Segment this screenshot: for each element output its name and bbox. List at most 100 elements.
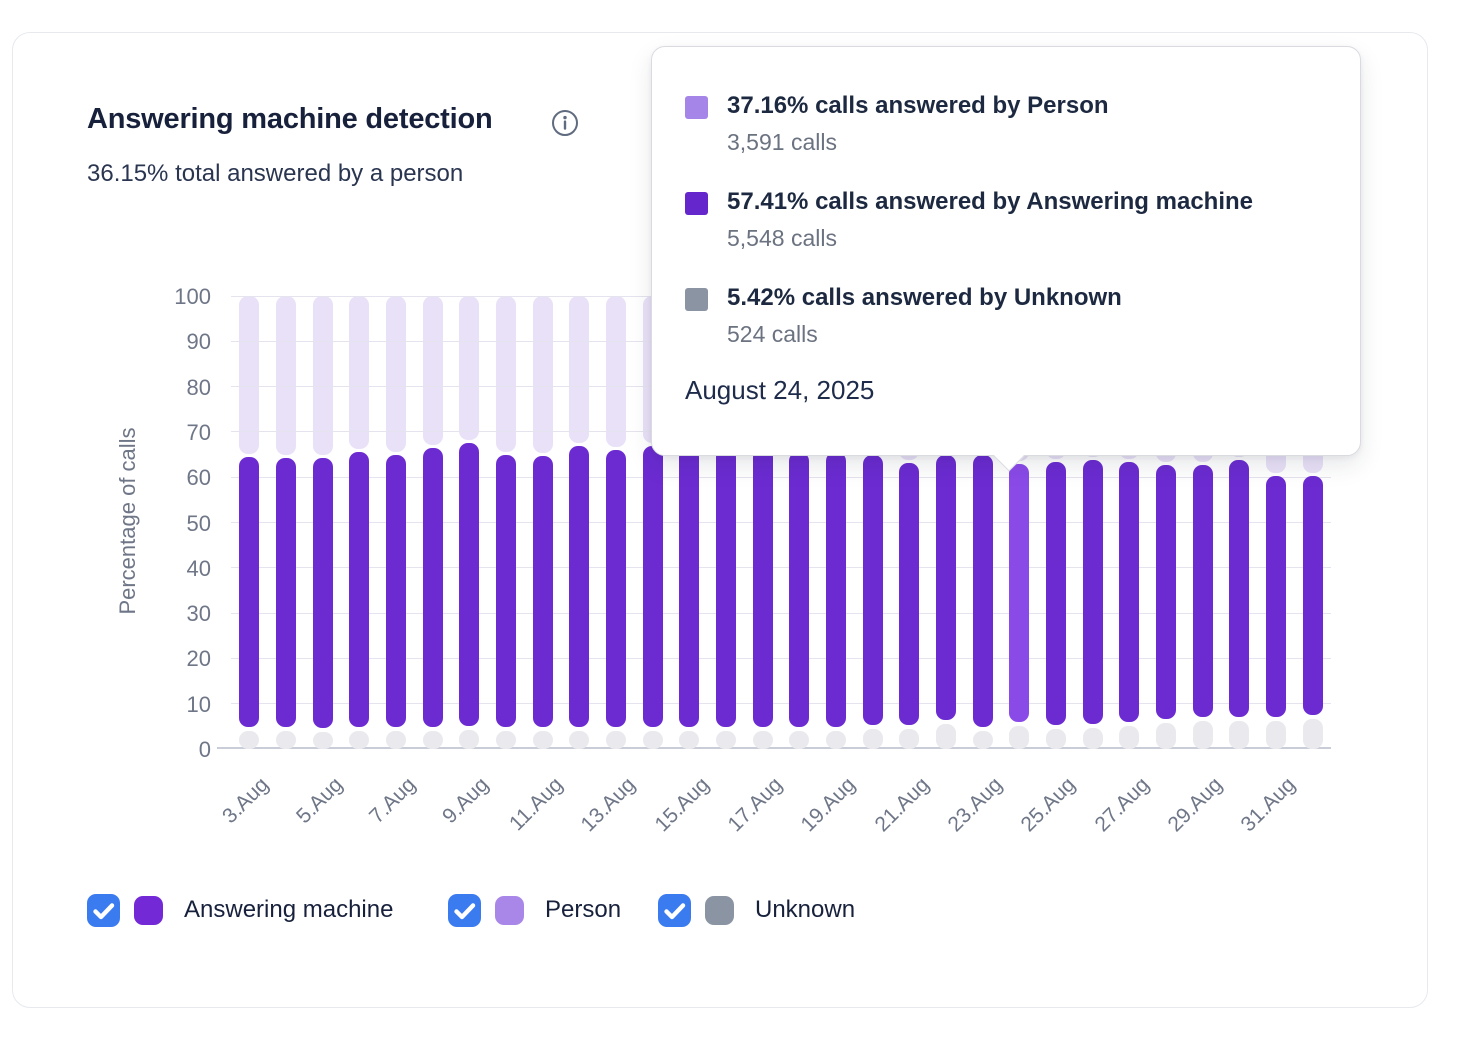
bars-layer — [231, 296, 1331, 749]
bar-segment-person[interactable] — [569, 296, 590, 443]
y-axis-tick-label: 100 — [174, 284, 211, 309]
bar-segment-answering-machine[interactable] — [716, 447, 736, 728]
info-icon[interactable] — [551, 109, 579, 137]
bar-segment-unknown[interactable] — [349, 731, 370, 749]
bar-segment-answering-machine[interactable] — [532, 456, 553, 728]
bar-segment-answering-machine[interactable] — [789, 452, 810, 728]
bar-segment-answering-machine[interactable] — [1266, 475, 1286, 718]
checkbox-checked-icon[interactable] — [87, 894, 120, 927]
bar-segment-answering-machine[interactable] — [239, 456, 260, 728]
bar-segment-answering-machine[interactable] — [312, 458, 333, 728]
answering-machine-swatch-icon — [685, 192, 708, 215]
bar-segment-unknown[interactable] — [239, 731, 260, 749]
bar-segment-answering-machine[interactable] — [386, 454, 406, 728]
bar-segment-unknown[interactable] — [972, 731, 993, 749]
chart-tooltip: 37.16% calls answered by Person 3,591 ca… — [651, 46, 1361, 472]
bar-segment-unknown[interactable] — [569, 731, 590, 749]
checkbox-checked-icon[interactable] — [448, 894, 481, 927]
bar-segment-unknown[interactable] — [1156, 722, 1176, 749]
bar-segment-answering-machine[interactable] — [1119, 461, 1140, 723]
bar-segment-person[interactable] — [422, 296, 443, 445]
bar-segment-unknown[interactable] — [826, 731, 846, 749]
bar-segment-unknown[interactable] — [752, 731, 773, 749]
bar-segment-person[interactable] — [606, 296, 626, 448]
bar-segment-answering-machine[interactable] — [1082, 459, 1103, 724]
bar-segment-unknown[interactable] — [936, 724, 956, 749]
bar-segment-unknown[interactable] — [642, 731, 663, 749]
bar-segment-unknown[interactable] — [422, 731, 443, 749]
tooltip-subvalue: 524 calls — [727, 321, 818, 347]
gridline — [231, 612, 1331, 614]
bar-segment-answering-machine[interactable] — [422, 447, 443, 728]
bar-segment-answering-machine[interactable] — [936, 454, 956, 721]
bar-segment-unknown[interactable] — [312, 731, 333, 749]
bar-segment-person[interactable] — [532, 296, 553, 454]
bar-segment-answering-machine[interactable] — [276, 458, 296, 728]
bar-segment-answering-machine[interactable] — [569, 445, 590, 728]
bar-segment-answering-machine[interactable] — [642, 445, 663, 728]
bar-segment-answering-machine[interactable] — [826, 452, 846, 728]
checkbox-checked-icon[interactable] — [658, 894, 691, 927]
bar-segment-answering-machine[interactable] — [1192, 464, 1213, 718]
unknown-swatch-icon — [705, 896, 734, 925]
y-axis-tick-label: 80 — [186, 374, 211, 400]
bar-segment-unknown[interactable] — [789, 731, 810, 749]
bar-segment-unknown[interactable] — [606, 731, 626, 749]
bar-segment-unknown[interactable] — [1046, 729, 1066, 749]
x-axis-label: 3.Aug — [218, 773, 274, 829]
bar-segment-person[interactable] — [312, 296, 333, 456]
bar-segment-answering-machine[interactable] — [1009, 464, 1030, 723]
bar-segment-unknown[interactable] — [1009, 726, 1030, 749]
bar-segment-answering-machine[interactable] — [1046, 461, 1066, 726]
x-axis-label: 9.Aug — [438, 773, 494, 829]
bar-segment-answering-machine[interactable] — [1156, 464, 1176, 719]
bar-segment-unknown[interactable] — [1229, 721, 1250, 749]
bar-segment-answering-machine[interactable] — [496, 454, 516, 728]
bar-segment-unknown[interactable] — [532, 731, 553, 749]
bar-segment-answering-machine[interactable] — [899, 462, 920, 726]
bar-segment-person[interactable] — [349, 296, 370, 449]
bar-segment-person[interactable] — [276, 296, 296, 456]
bar-segment-person[interactable] — [496, 296, 516, 452]
bar-segment-unknown[interactable] — [496, 731, 516, 749]
bar-segment-unknown[interactable] — [862, 729, 883, 749]
bar-segment-unknown[interactable] — [716, 731, 736, 749]
bar-segment-answering-machine[interactable] — [972, 454, 993, 728]
bar-segment-unknown[interactable] — [1192, 721, 1213, 749]
x-axis-label: 7.Aug — [365, 773, 421, 829]
bar-segment-answering-machine[interactable] — [459, 442, 480, 727]
bar-segment-person[interactable] — [239, 296, 260, 454]
bar-segment-answering-machine[interactable] — [349, 451, 370, 728]
bar-segment-answering-machine[interactable] — [752, 447, 773, 728]
person-swatch-icon — [495, 896, 524, 925]
bar-segment-person[interactable] — [386, 296, 406, 452]
bar-segment-unknown[interactable] — [276, 731, 296, 749]
bar-segment-answering-machine[interactable] — [679, 447, 700, 728]
bar-segment-unknown[interactable] — [1119, 726, 1140, 749]
bar-segment-answering-machine[interactable] — [862, 455, 883, 726]
x-axis-label: 25.Aug — [1016, 773, 1081, 837]
bar-segment-unknown[interactable] — [899, 729, 920, 749]
gridline — [231, 567, 1331, 569]
bar-segment-person[interactable] — [459, 296, 480, 440]
legend-label: Answering machine — [184, 896, 394, 923]
bar-segment-unknown[interactable] — [1302, 719, 1323, 749]
bar-segment-answering-machine[interactable] — [1229, 459, 1250, 718]
bar-segment-unknown[interactable] — [386, 731, 406, 749]
x-axis-label: 23.Aug — [943, 773, 1007, 837]
bar-segment-unknown[interactable] — [459, 730, 480, 749]
legend-label: Person — [545, 896, 622, 923]
y-axis-tick-label: 30 — [186, 601, 211, 627]
bar-segment-answering-machine[interactable] — [1302, 475, 1323, 716]
answering-machine-swatch-icon — [134, 896, 163, 925]
bar-segment-unknown[interactable] — [1082, 727, 1103, 749]
tooltip-label: 5.42% calls answered by Unknown — [727, 284, 1122, 311]
chart-card: Answering machine detection 36.15% total… — [12, 32, 1428, 1008]
y-axis-tick-label: 70 — [186, 419, 211, 445]
bar-segment-unknown[interactable] — [679, 731, 700, 749]
x-axis-label: 5.Aug — [291, 773, 347, 829]
x-axis-ticks: 3.Aug 5.Aug 7.Aug 9.Aug 11.Aug 13.Aug 15.Aug 17… — [219, 759, 1331, 869]
gridline — [231, 522, 1331, 523]
bar-segment-unknown[interactable] — [1266, 721, 1286, 749]
bar-segment-answering-machine[interactable] — [606, 450, 626, 728]
